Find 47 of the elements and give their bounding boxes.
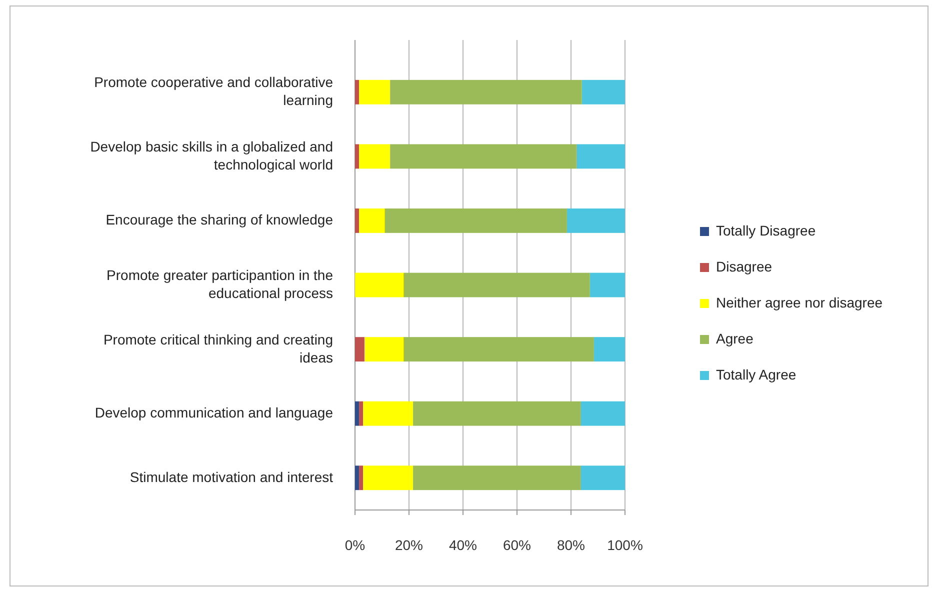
bar	[576, 144, 625, 169]
bar	[594, 337, 625, 362]
x-tick-label: 40%	[448, 537, 478, 553]
y-tick-label: Stimulate motivation and interest	[130, 468, 334, 485]
bar	[390, 80, 582, 104]
legend-label: Totally Disagree	[716, 222, 816, 239]
y-tick-label: Develop basic skills in a globalized and technological world	[90, 138, 333, 172]
bar	[580, 401, 625, 426]
y-tick-label: Develop communication and language	[94, 404, 334, 420]
bar	[413, 401, 580, 426]
x-tick-label: 20%	[394, 537, 424, 553]
x-tick-label: 80%	[556, 537, 586, 553]
bar	[355, 144, 360, 169]
x-tick-label: 0%	[344, 537, 366, 553]
x-tick-label: 60%	[502, 537, 532, 553]
legend-label: Agree	[716, 330, 754, 347]
legend-label: Totally Agree	[716, 366, 796, 383]
bar	[590, 272, 625, 298]
bar	[390, 144, 576, 169]
bar	[404, 337, 594, 362]
bar	[364, 337, 404, 362]
bar	[355, 401, 360, 426]
bar	[355, 80, 360, 104]
bar	[384, 208, 567, 233]
bar	[359, 401, 364, 426]
bar	[566, 208, 625, 233]
x-tick-label: 100%	[607, 537, 643, 553]
bar	[359, 208, 385, 233]
bar	[582, 80, 625, 104]
bar	[359, 466, 364, 490]
y-tick-label: Encourage the sharing of knowledge	[106, 211, 334, 228]
bar	[413, 466, 580, 490]
bar	[355, 466, 360, 490]
bar	[355, 337, 364, 362]
y-tick-label: Promote greater participantion in the educational process	[106, 266, 334, 301]
y-tick-label: Promote cooperative and collaborative learning	[94, 74, 334, 108]
legend-label: Disagree	[716, 258, 772, 275]
y-tick-label: Promote critical thinking and creating ideas	[103, 330, 333, 365]
bar	[363, 401, 414, 426]
bar	[404, 272, 590, 298]
bar	[359, 144, 390, 169]
bar	[580, 466, 625, 490]
bar	[359, 80, 390, 104]
bar	[355, 208, 360, 233]
legend-label: Neither agree nor disagree	[716, 294, 883, 311]
bar	[355, 272, 404, 298]
bar	[363, 466, 414, 490]
